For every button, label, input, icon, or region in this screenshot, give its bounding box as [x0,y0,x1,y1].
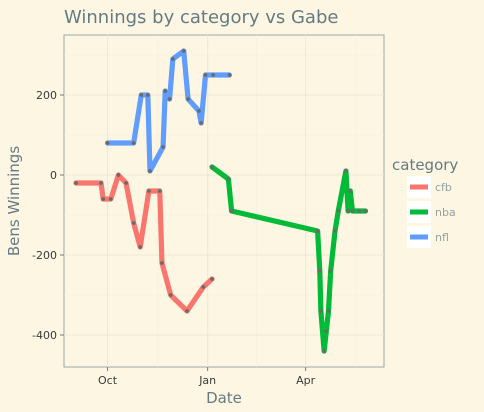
x-axis: Oct Jan Apr [98,367,316,387]
data-point-cfb [124,181,128,185]
data-point-nfl [211,73,216,77]
data-point-cfb [157,189,162,193]
data-point-cfb [138,245,143,249]
series-cfb [73,172,215,314]
data-point-cfb [116,173,121,177]
data-point-cfb [99,181,103,185]
data-point-cfb [168,293,173,297]
data-point-nba [326,309,331,313]
legend-item-cfb: cfb [407,176,452,198]
data-point-nfl [148,169,152,173]
data-point-nfl [161,145,165,149]
data-point-nfl [131,141,136,145]
data-point-nba [226,177,231,181]
legend-item-nba: nba [407,201,456,223]
legend: category cfb nba nfl [392,156,458,248]
legend-label-nba: nba [435,206,456,219]
legend-label-nfl: nfl [435,231,449,244]
data-point-nfl [181,49,186,53]
data-point-nba [350,209,355,213]
data-point-nba [363,209,368,213]
series-line-nfl [104,48,233,174]
data-point-nba [315,229,320,233]
x-tick-label: Jan [198,374,216,387]
y-tick-label: -200 [32,249,57,262]
data-point-nfl [203,73,208,77]
data-point-nfl [227,73,232,77]
legend-title: category [392,156,458,174]
x-axis-title: Date [206,389,242,407]
data-point-cfb [131,221,136,225]
data-point-cfb [210,277,214,281]
data-point-cfb [146,189,151,193]
x-tick-label: Oct [98,374,118,387]
data-point-nfl [163,89,168,93]
y-tick-label: 0 [50,169,57,182]
y-axis: -400 -200 0 200 [32,89,64,342]
data-point-nba [357,209,361,213]
data-point-nba [344,169,348,173]
data-point-cfb [160,261,164,265]
data-point-nfl [139,93,144,97]
data-point-nba [318,309,323,313]
y-axis-title: Bens Winnings [5,146,23,256]
series-layer [73,48,369,354]
legend-item-nfl: nfl [407,226,449,248]
data-point-nfl [105,141,110,145]
data-point-nfl [186,97,190,101]
data-point-nfl [197,109,201,113]
data-point-nba [317,269,322,273]
data-point-cfb [201,285,206,289]
data-point-cfb [74,181,78,185]
data-point-nfl [145,93,150,97]
series-line-nba [209,164,369,354]
y-tick-label: 200 [36,89,57,102]
data-point-cfb [101,197,106,201]
series-nba [209,164,369,354]
data-point-nba [333,229,337,233]
x-tick-label: Apr [296,374,316,387]
data-point-nba [324,329,329,333]
data-point-nba [322,349,327,353]
data-point-nfl [170,57,175,61]
y-tick-label: -400 [32,329,57,342]
data-point-nba [328,269,333,273]
data-point-cfb [185,309,189,313]
data-point-nfl [167,97,172,101]
legend-label-cfb: cfb [435,181,452,194]
data-point-cfb [108,197,113,201]
chart-title: Winnings by category vs Gabe [64,7,338,28]
data-point-nba [346,209,350,213]
data-point-nba [336,209,341,213]
series-nfl [104,48,233,174]
data-point-nba [348,189,353,193]
data-point-nba [210,165,214,169]
data-point-nfl [199,121,204,125]
data-point-nba [229,209,234,213]
